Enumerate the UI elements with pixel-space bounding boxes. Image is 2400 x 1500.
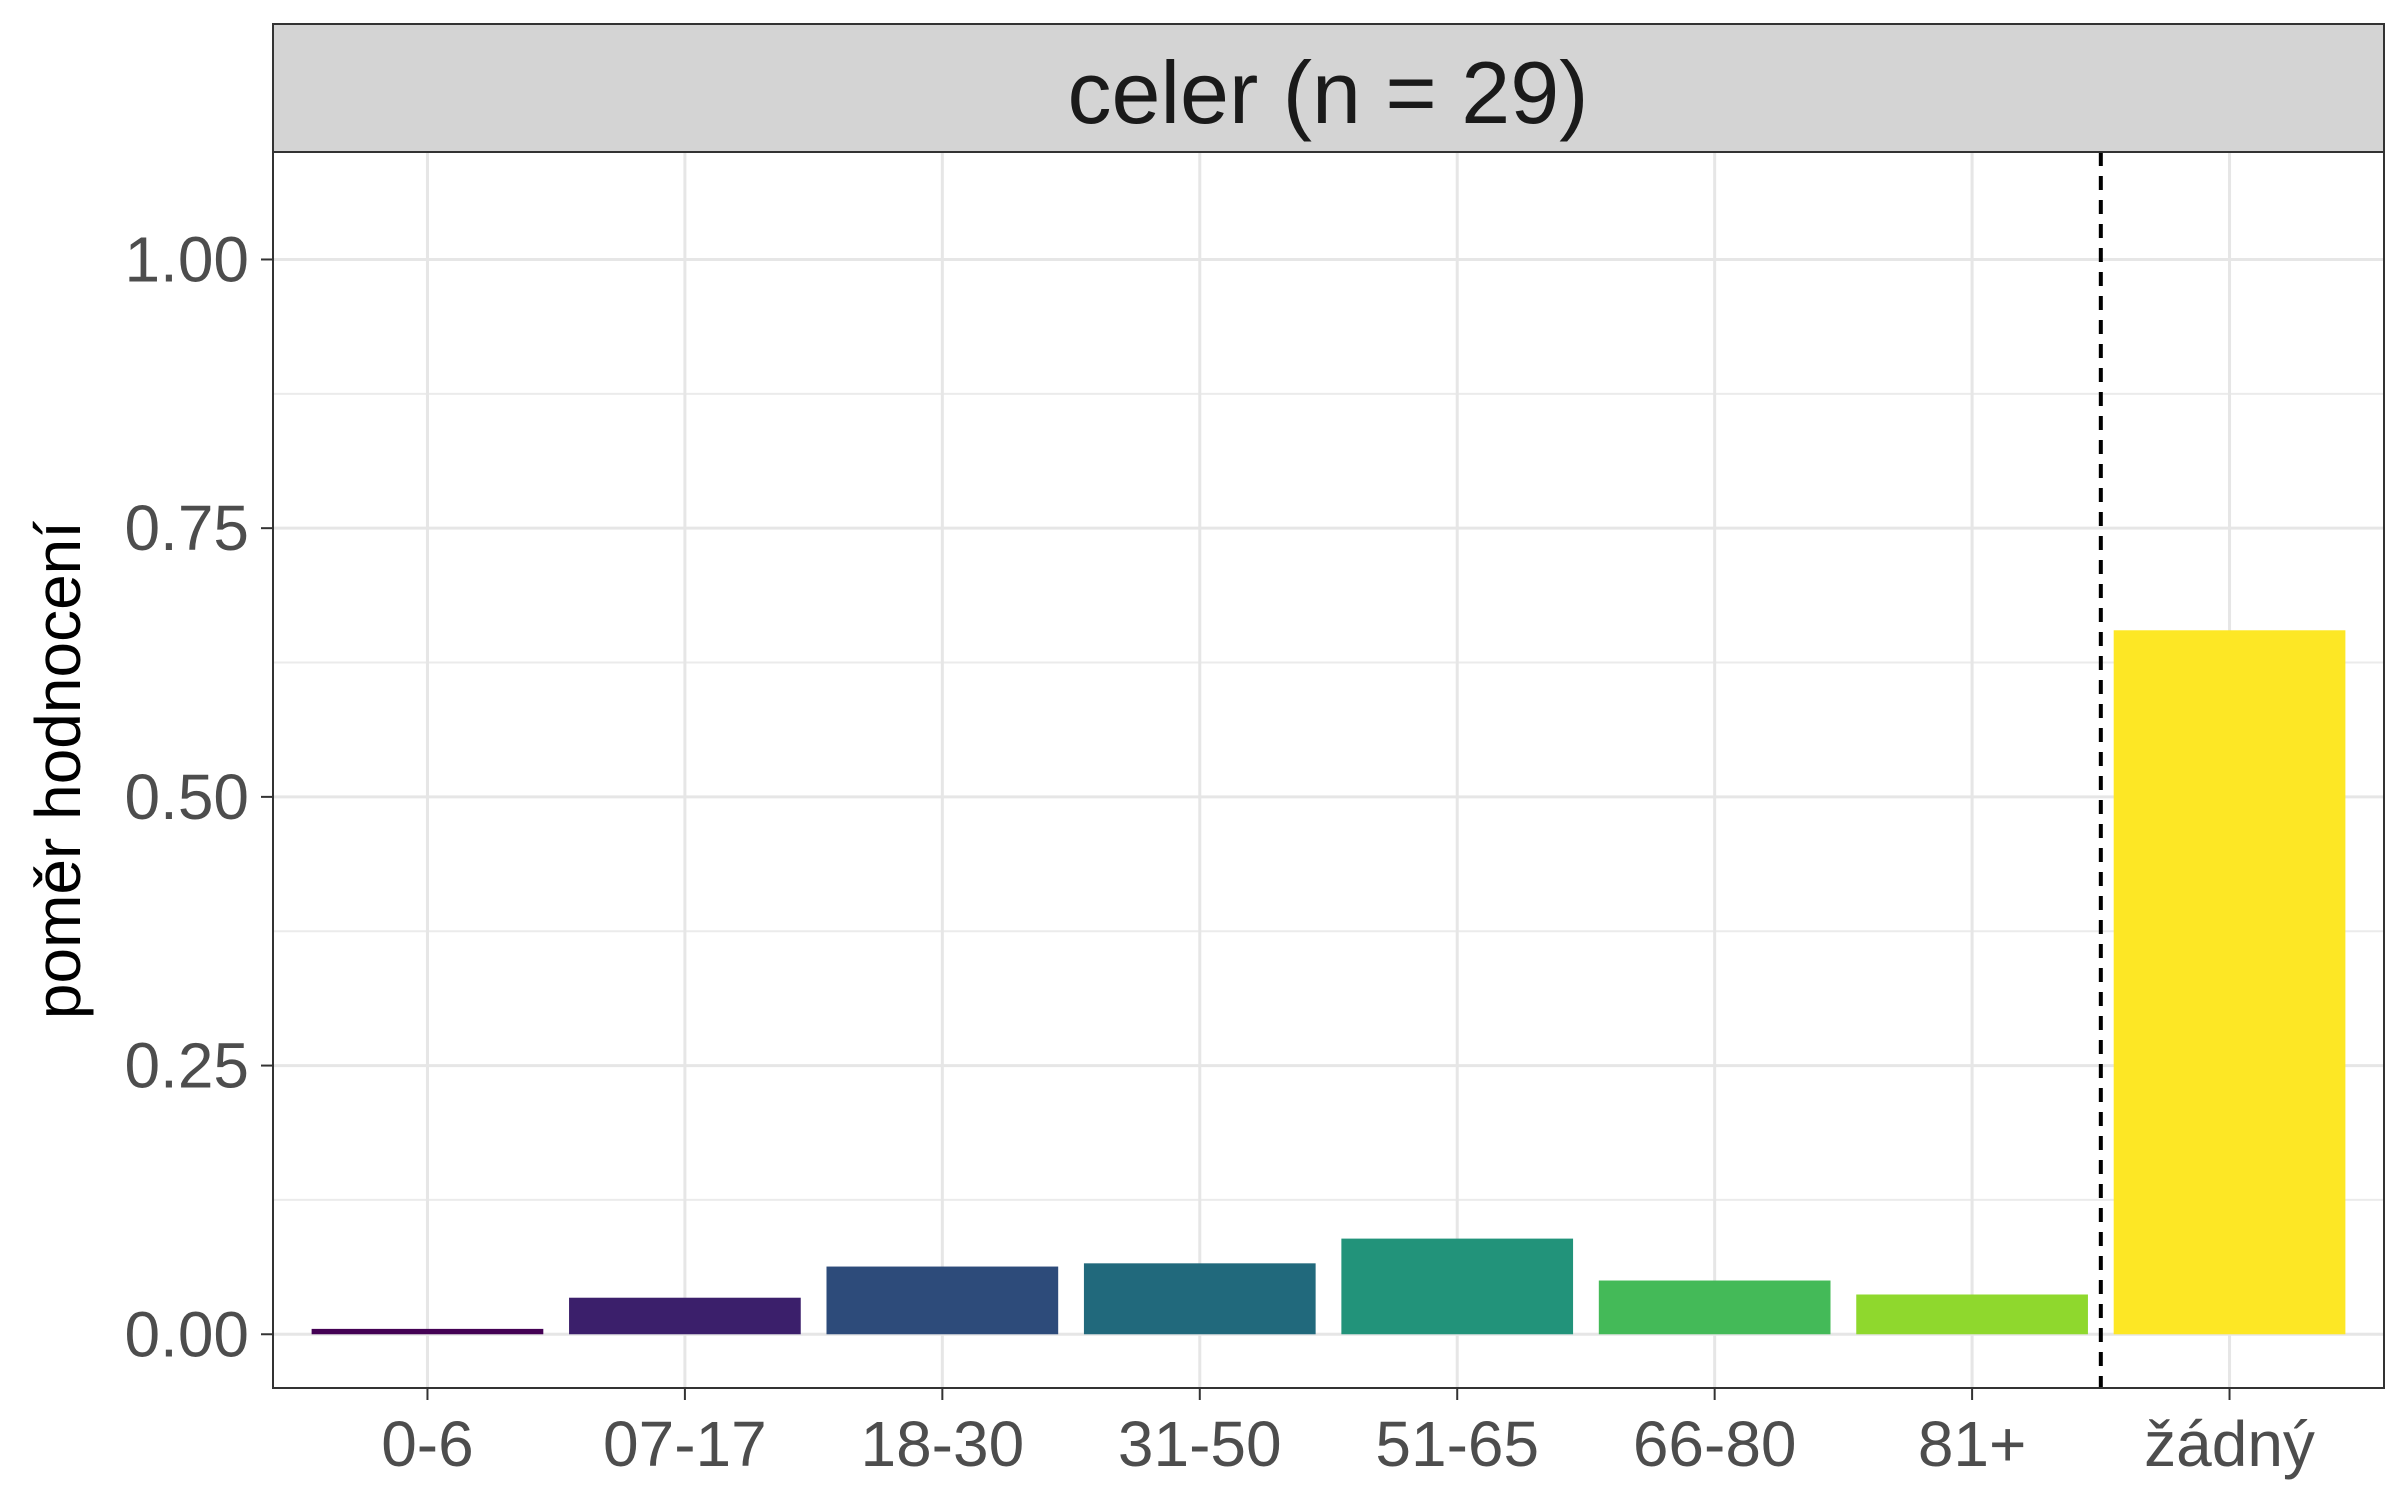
bar-07-17	[569, 1297, 801, 1335]
x-tick-label: 18-30	[860, 1408, 1024, 1480]
y-axis: 0.00 0.25 0.50 0.75 1.00	[124, 223, 273, 1370]
y-tick-label: 0.50	[124, 761, 249, 833]
x-tick-label: 31-50	[1118, 1408, 1282, 1480]
x-tick-label: žádný	[2144, 1408, 2315, 1480]
major-gridlines	[273, 152, 2384, 1388]
bar-31-50	[1083, 1263, 1316, 1335]
y-tick-label: 0.75	[124, 492, 249, 564]
bars	[311, 630, 2346, 1335]
y-tick-label: 1.00	[124, 223, 249, 295]
x-tick-label: 51-65	[1375, 1408, 1539, 1480]
chart-title: celer (n = 29)	[1068, 43, 1589, 142]
bar-81+	[1856, 1294, 2088, 1335]
minor-gridlines	[273, 392, 2384, 1201]
bar-51-65	[1341, 1238, 1574, 1335]
facet-strip	[272, 23, 2385, 153]
x-axis: 0-6 07-17 18-30 31-50 51-65 66-80 81+ žádný	[381, 1388, 2315, 1480]
bar-18-30	[826, 1266, 1059, 1335]
y-tick-label: 0.00	[124, 1298, 249, 1370]
y-tick-label: 0.25	[124, 1030, 249, 1102]
bar-0-6	[311, 1328, 544, 1335]
x-tick-label: 81+	[1918, 1408, 2027, 1480]
panel-border	[272, 151, 2385, 1389]
x-tick-label: 0-6	[381, 1408, 474, 1480]
x-tick-label: 07-17	[603, 1408, 767, 1480]
x-tick-label: 66-80	[1633, 1408, 1797, 1480]
bar-66-80	[1598, 1280, 1831, 1335]
y-axis-title: poměr hodnocení	[22, 521, 94, 1019]
bar-žádný	[2113, 630, 2346, 1335]
plot-panel	[273, 152, 2384, 1388]
